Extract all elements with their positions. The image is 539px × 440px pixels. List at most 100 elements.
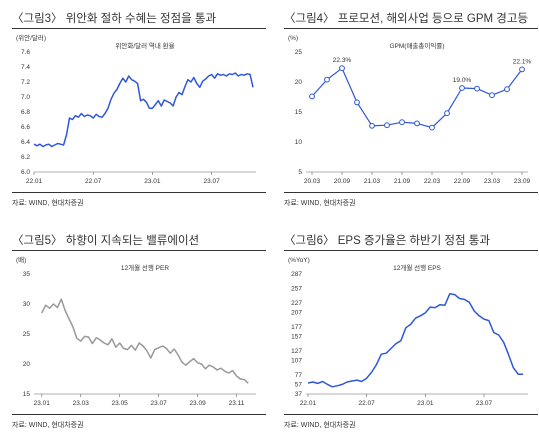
figure-title: 〈그림3〉 위안화 절하 수혜는 정점을 통과: [12, 13, 217, 25]
x-tick-label: 23.07: [150, 400, 167, 407]
x-tick-label: 22.01: [26, 178, 43, 185]
chart-svg: (%) GPM(매출총이익률) 5 10 15 20 25 20.03 20.09 21.03 21…: [288, 35, 532, 185]
y-tick-label: 7.6: [21, 49, 30, 56]
data-point: [414, 120, 420, 127]
data-label: 22.1%: [513, 58, 532, 65]
figure-title: 〈그림6〉 EPS 증가율은 하반기 정점 통과: [284, 235, 490, 247]
chart-panel-2: 〈그림4〉 프로모션, 해외사업 등으로 GPM 경고등 (%) GPM(매출총이…: [276, 8, 538, 218]
y-tick-label: 287: [291, 271, 302, 278]
x-tick-label: 22.03: [424, 178, 441, 185]
series-line: [33, 72, 254, 148]
chart-panel-3: 〈그림5〉 하향이 지속되는 밸류에이션 (배) 12개월 선행 PER 15 20 2…: [4, 230, 266, 440]
y-tick-label: 77: [295, 372, 303, 379]
y-tick-label: 6.2: [21, 154, 30, 161]
y-tick-label: 107: [291, 358, 302, 365]
chart-title: 12개월 선행 PER: [121, 263, 169, 272]
series-line: [311, 67, 523, 129]
divider: [12, 28, 266, 29]
data-point: [444, 110, 450, 117]
y-axis-label: (%): [288, 35, 298, 42]
y-tick-label: 157: [291, 334, 302, 341]
x-tick-label: 22.07: [358, 400, 375, 407]
y-tick-label: 30: [23, 301, 31, 308]
divider: [284, 28, 538, 29]
y-tick-label: 20: [23, 361, 31, 368]
x-tick-label: 23.09: [189, 400, 206, 407]
data-point: [489, 92, 495, 99]
divider: [284, 250, 538, 251]
y-tick-label: 7.2: [21, 79, 30, 86]
y-axis-label: (위안/달러): [16, 33, 46, 42]
source-note: 자료: WIND, 현대차증권: [284, 422, 356, 429]
y-axis-label: (%YoY): [288, 257, 310, 264]
y-tick-label: 6.8: [21, 109, 30, 116]
x-tick-label: 23.03: [484, 178, 501, 185]
divider: [12, 250, 266, 251]
x-tick-label: 20.09: [334, 178, 351, 185]
data-label: 19.0%: [453, 77, 472, 84]
y-tick-label: 37: [295, 391, 303, 398]
x-tick-label: 23.07: [203, 178, 220, 185]
series-line: [307, 292, 524, 388]
x-tick-label: 20.03: [304, 178, 321, 185]
x-tick-label: 23.01: [34, 400, 51, 407]
y-tick-label: 25: [295, 49, 303, 56]
x-tick-label: 22.09: [454, 178, 471, 185]
x-tick-label: 22.01: [300, 400, 317, 407]
chart-panel-4: 〈그림6〉 EPS 증가율은 하반기 정점 통과 (%YoY) 12개월 선행 E…: [276, 230, 538, 440]
chart-title: 위안화/달러 역내 환율: [115, 41, 174, 50]
y-tick-label: 7.0: [21, 94, 30, 101]
data-point: [519, 66, 525, 73]
x-tick-label: 23.07: [476, 400, 493, 407]
data-point: [459, 85, 465, 91]
chart-svg: (배) 12개월 선행 PER 15 20 25 30 35 23.01 23.03 23.05 2…: [16, 255, 256, 407]
source-note: 자료: WIND, 현대차증권: [12, 200, 84, 207]
data-point: [324, 76, 330, 83]
x-tick-label: 23.05: [112, 400, 129, 407]
y-tick-label: 5: [298, 169, 302, 176]
x-tick-label: 23.01: [417, 400, 434, 407]
x-tick-label: 22.07: [85, 178, 102, 185]
x-tick-label: 23.01: [144, 178, 161, 185]
data-label: 22.3%: [333, 57, 352, 64]
divider: [284, 414, 538, 415]
y-tick-label: 25: [23, 331, 31, 338]
series-line: [41, 298, 249, 384]
data-point: [429, 124, 435, 131]
x-tick-label: 21.09: [394, 178, 411, 185]
divider: [284, 192, 538, 193]
y-tick-label: 15: [23, 391, 31, 398]
y-tick-label: 6.4: [21, 139, 30, 146]
data-point: [309, 93, 315, 100]
y-tick-label: 207: [291, 310, 302, 317]
data-point: [474, 85, 480, 92]
y-axis-label: (배): [16, 255, 26, 264]
y-tick-label: 10: [295, 139, 303, 146]
y-tick-label: 227: [291, 300, 302, 307]
y-tick-label: 127: [291, 348, 302, 355]
x-tick-label: 23.09: [514, 178, 531, 185]
divider: [12, 192, 266, 193]
y-tick-label: 6.6: [21, 124, 30, 131]
chart-svg: (위안/달러) 위안화/달러 역내 환율 6.0 6.2 6.4 6.6 6.8 7.0 7.2…: [16, 33, 256, 185]
data-point: [339, 65, 345, 72]
x-tick-label: 23.11: [229, 400, 245, 407]
data-point: [354, 99, 360, 106]
chart-panel-1: 〈그림3〉 위안화 절하 수혜는 정점을 통과 (위안/달러) 위안화/달러 역내…: [4, 8, 266, 218]
chart-svg: (%YoY) 12개월 선행 EPS 37 57 77 107 127 157 177 207 22…: [288, 257, 528, 407]
y-tick-label: 35: [23, 271, 31, 278]
y-tick-label: 57: [295, 382, 303, 389]
x-tick-label: 21.03: [364, 178, 381, 185]
y-tick-label: 257: [291, 286, 302, 293]
source-note: 자료: WIND, 현대차증권: [12, 422, 84, 429]
data-point: [504, 86, 510, 93]
y-tick-label: 6.0: [21, 169, 30, 176]
source-note: 자료: WIND, 현대차증권: [284, 200, 356, 207]
y-tick-label: 15: [295, 109, 303, 116]
data-point: [369, 122, 375, 129]
figure-title: 〈그림5〉 하향이 지속되는 밸류에이션: [12, 235, 200, 247]
figure-title: 〈그림4〉 프로모션, 해외사업 등으로 GPM 경고등: [284, 13, 529, 25]
data-point: [384, 122, 390, 129]
divider: [12, 414, 266, 415]
y-tick-label: 7.4: [21, 64, 30, 71]
